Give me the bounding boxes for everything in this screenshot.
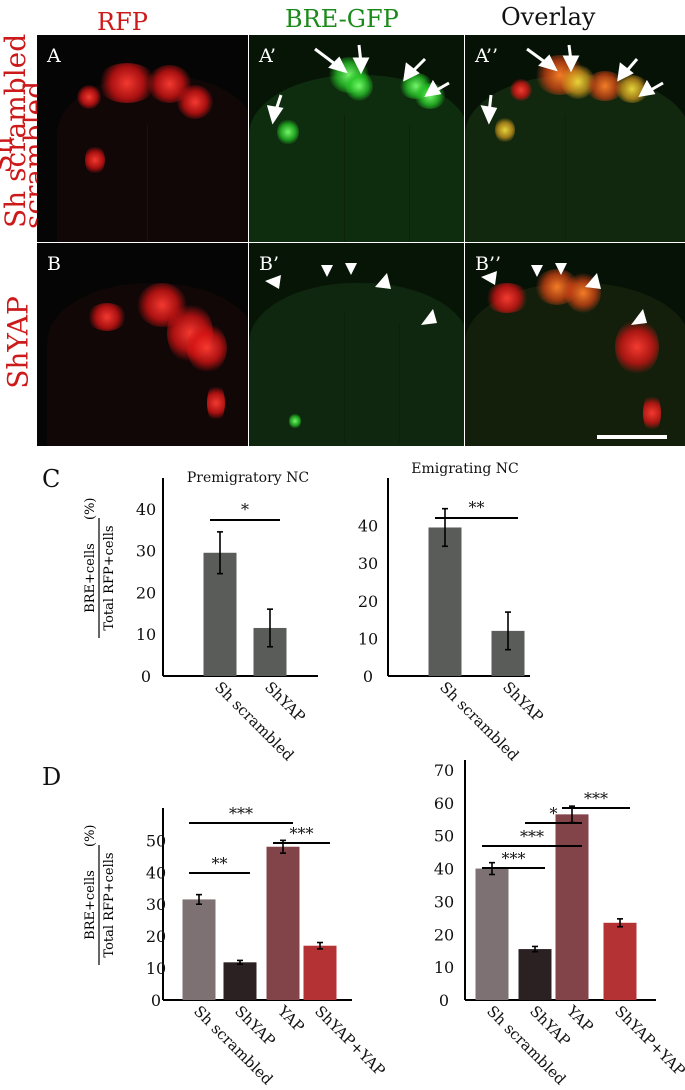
y-tick-label: 0 bbox=[141, 667, 151, 686]
significance-label: * bbox=[241, 500, 249, 519]
y-tick-label: 10 bbox=[358, 629, 378, 648]
y-label-denominator: Total RFP+cells bbox=[102, 852, 117, 957]
x-tick-label: YAP bbox=[273, 1001, 307, 1035]
bar bbox=[428, 527, 462, 676]
bre-gfp-column-title: BRE-GFP bbox=[285, 5, 399, 33]
y-tick-label: 30 bbox=[358, 554, 378, 573]
y-tick-label: 30 bbox=[136, 542, 156, 561]
y-tick-label: 10 bbox=[136, 625, 156, 644]
y-tick-label: 20 bbox=[146, 927, 166, 946]
y-label-unit: (%) bbox=[83, 498, 98, 521]
y-tick-label: 50 bbox=[146, 831, 166, 850]
y-axis-label: BRE+cells Total RFP+cells (%) bbox=[83, 825, 117, 965]
significance-label: * bbox=[550, 804, 558, 823]
y-tick-label: 50 bbox=[434, 827, 454, 846]
arrows-a1 bbox=[266, 44, 450, 125]
y-label-numerator: BRE+cells bbox=[83, 543, 98, 613]
y-tick-label: 20 bbox=[136, 583, 156, 602]
panel-label-b1: B’ bbox=[259, 253, 280, 275]
y-label-numerator: BRE+cells bbox=[83, 870, 98, 940]
panel-a1-gfp-scrambled: A’ bbox=[249, 35, 464, 242]
section-label-c: C bbox=[42, 465, 61, 493]
x-tick-label: ShYAP bbox=[499, 678, 547, 726]
x-tick-label: ShYAP bbox=[261, 678, 309, 726]
arrows-a2 bbox=[480, 44, 664, 125]
y-tick-label: 40 bbox=[146, 863, 166, 882]
significance-label: ** bbox=[212, 854, 228, 873]
panel-label-a: A bbox=[47, 45, 61, 67]
arrowheads-b2 bbox=[481, 263, 667, 439]
bar bbox=[475, 868, 509, 1000]
chart-title: Emigrating NC bbox=[411, 461, 518, 477]
arrowheads-b1 bbox=[265, 263, 437, 325]
panel-label-b2: B’’ bbox=[475, 253, 502, 275]
bar bbox=[303, 945, 337, 1000]
bar bbox=[555, 814, 589, 1000]
scale-bar bbox=[597, 435, 667, 439]
y-tick-label: 40 bbox=[136, 500, 156, 519]
x-tick-label: ShYAP+YAP bbox=[311, 1002, 389, 1080]
significance-label: *** bbox=[290, 824, 314, 843]
panel-b2-overlay-shyap: B’’ bbox=[465, 243, 685, 446]
panel-label-a1: A’ bbox=[259, 45, 276, 67]
y-tick-label: 20 bbox=[358, 592, 378, 611]
y-tick-label: 40 bbox=[358, 517, 378, 536]
y-tick-label: 10 bbox=[146, 959, 166, 978]
y-tick-label: 0 bbox=[151, 991, 161, 1010]
y-tick-label: 30 bbox=[434, 892, 454, 911]
panel-label-a2: A’’ bbox=[475, 45, 499, 67]
panel-b-rfp-shyap: B bbox=[37, 243, 248, 446]
significance-label: *** bbox=[520, 827, 544, 846]
y-tick-label: 20 bbox=[434, 925, 454, 944]
y-tick-label: 0 bbox=[363, 667, 373, 686]
x-tick-label: ShYAP+YAP bbox=[611, 1002, 685, 1080]
section-label-d: D bbox=[42, 763, 62, 791]
bar bbox=[603, 922, 637, 1000]
y-label-denominator: Total RFP+cells bbox=[102, 525, 117, 630]
y-label-unit: (%) bbox=[83, 825, 98, 848]
bar bbox=[266, 846, 300, 1000]
y-tick-label: 30 bbox=[146, 895, 166, 914]
panel-a-rfp-scrambled: A bbox=[37, 35, 248, 242]
panel-b1-gfp-shyap: B’ bbox=[249, 243, 464, 446]
bar bbox=[182, 899, 216, 1000]
panel-label-b: B bbox=[47, 253, 61, 275]
y-tick-label: 0 bbox=[439, 991, 449, 1010]
panel-a2-overlay-scrambled: A’’ bbox=[465, 35, 685, 242]
y-tick-label: 10 bbox=[434, 958, 454, 977]
chart-title: Premigratory NC bbox=[187, 470, 309, 486]
y-axis-label: BRE+cells Total RFP+cells (%) bbox=[83, 498, 117, 638]
y-tick-label: 40 bbox=[434, 860, 454, 879]
significance-label: ** bbox=[469, 498, 485, 517]
bar bbox=[223, 962, 257, 1000]
y-tick-label: 60 bbox=[434, 794, 454, 813]
bar bbox=[518, 949, 552, 1000]
significance-label: *** bbox=[584, 789, 608, 808]
y-tick-label: 70 bbox=[434, 761, 454, 780]
overlay-column-title: Overlay bbox=[501, 3, 596, 31]
rfp-column-title: RFP bbox=[97, 8, 148, 36]
significance-label: *** bbox=[502, 849, 526, 868]
significance-label: *** bbox=[229, 804, 253, 823]
